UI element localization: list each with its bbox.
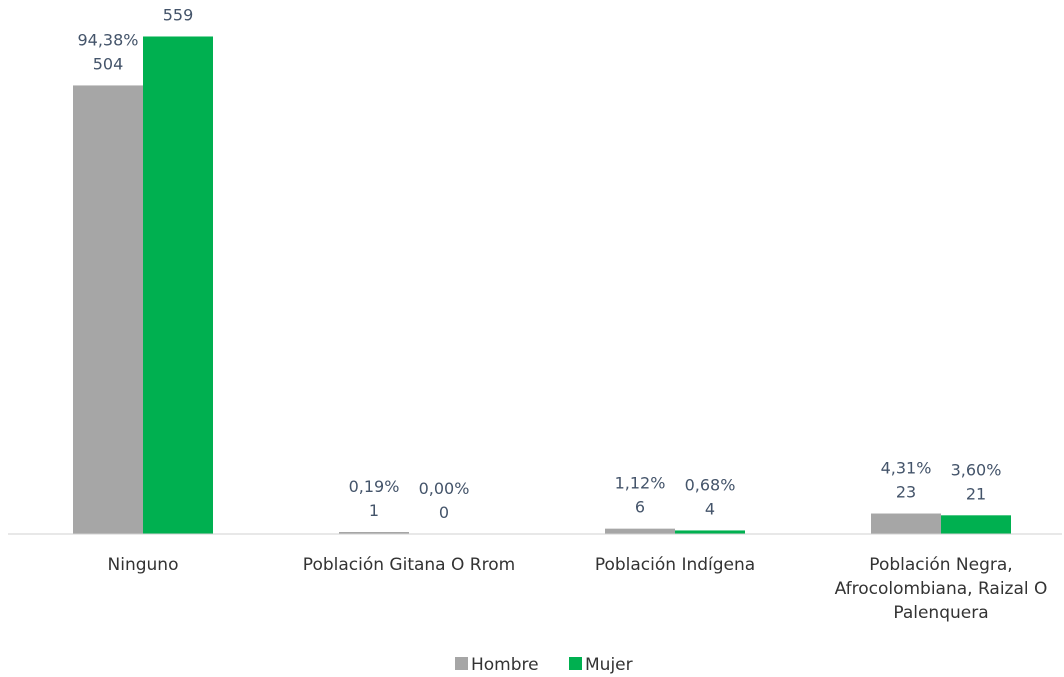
data-label-percent: 1,12% [615, 474, 666, 493]
data-label-percent: 0,00% [419, 479, 470, 498]
category-label: Ninguno [108, 555, 179, 575]
legend-swatch-mujer [569, 657, 582, 670]
bar-mujer-0 [143, 36, 213, 535]
data-label-count: 0 [439, 503, 449, 522]
legend: Hombre Mujer [455, 655, 633, 675]
data-label-count: 1 [369, 501, 379, 520]
data-label-percent: 3,60% [951, 460, 1002, 479]
legend-label-hombre: Hombre [471, 655, 539, 675]
bar-mujer-3 [941, 515, 1011, 534]
category-label: Población Gitana O Rrom [303, 555, 515, 575]
bar-hombre-0 [73, 85, 143, 534]
data-label-count: 4 [705, 499, 715, 518]
bar-hombre-3 [871, 513, 941, 534]
data-label-percent: 0,19% [349, 477, 400, 496]
data-label-percent: 94,38% [77, 30, 138, 49]
data-label-percent: 4,31% [881, 459, 932, 478]
bars-group [73, 36, 1011, 535]
category-label: Población Indígena [595, 555, 755, 575]
bar-hombre-1 [339, 532, 409, 534]
legend-swatch-hombre [455, 657, 468, 670]
category-label: Población Negra, [869, 555, 1012, 575]
data-label-count: 559 [163, 5, 194, 24]
bar-hombre-2 [605, 528, 675, 534]
data-label-percent: 0,68% [685, 475, 736, 494]
data-label-count: 504 [93, 54, 124, 73]
legend-label-mujer: Mujer [585, 655, 633, 675]
bar-mujer-2 [675, 530, 745, 534]
data-labels-group: 94,38%50495,72%5590,19%10,00%01,12%60,68… [77, 0, 1001, 522]
category-labels-group: Ninguno Población Gitana O Rrom Población … [108, 555, 1048, 623]
data-label-count: 21 [966, 484, 986, 503]
data-label-count: 6 [635, 498, 645, 517]
category-label: Afrocolombiana, Raizal O [835, 579, 1048, 599]
data-label-count: 23 [896, 483, 916, 502]
category-label: Palenquera [893, 603, 988, 623]
